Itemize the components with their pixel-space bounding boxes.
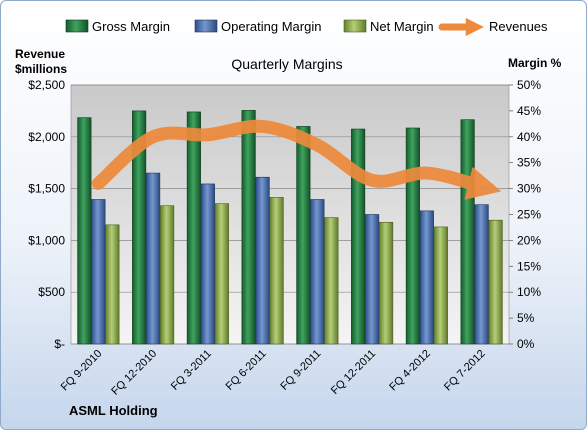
left-axis-label-line2: $millions xyxy=(15,62,67,76)
legend-label-net-margin: Net Margin xyxy=(370,19,434,34)
bar-gross-margin xyxy=(351,128,366,345)
right-tick-label: 50% xyxy=(517,78,541,92)
legend-label-gross-margin: Gross Margin xyxy=(92,19,170,34)
bar-operating-margin xyxy=(419,210,434,345)
right-tick-label: 0% xyxy=(517,337,535,351)
bar-net-margin xyxy=(433,226,448,345)
bar-gross-margin xyxy=(405,127,420,345)
left-tick-label: $1,000 xyxy=(28,233,65,247)
legend: Gross Margin Operating Margin Net Margin… xyxy=(65,17,548,37)
bar-operating-margin xyxy=(474,204,489,345)
bar-gross-margin xyxy=(460,119,475,345)
bar-operating-margin xyxy=(365,214,380,345)
left-tick-label: $1,500 xyxy=(28,182,65,196)
bar-net-margin xyxy=(160,205,175,345)
x-tick-label: FQ 3-2011 xyxy=(169,348,214,393)
right-tick-label: 20% xyxy=(517,233,541,247)
x-tick-label: FQ 9-2010 xyxy=(59,348,105,394)
revenue-line-layer xyxy=(91,119,502,200)
bar-net-margin xyxy=(105,224,120,345)
left-tick-label: $2,500 xyxy=(28,78,65,92)
bar-gross-margin xyxy=(186,111,201,345)
bar-gross-margin xyxy=(296,126,311,345)
bar-net-margin xyxy=(379,221,394,345)
bar-net-margin xyxy=(214,203,229,345)
legend-label-operating-margin: Operating Margin xyxy=(221,19,321,34)
right-tick-label: 40% xyxy=(517,130,541,144)
x-axis: FQ 9-2010 FQ 12-2010 FQ 3-2011 FQ 6-2011 FQ … xyxy=(59,348,488,398)
legend-swatch-net-margin xyxy=(343,19,367,33)
x-tick-label: FQ 12-2010 xyxy=(109,348,159,398)
legend-swatch-operating-margin xyxy=(194,19,218,33)
left-tick-label: $- xyxy=(54,337,65,351)
left-axis-label-line1: Revenue xyxy=(15,47,65,61)
right-tick-label: 25% xyxy=(517,208,541,222)
bar-operating-margin xyxy=(146,172,161,345)
right-tick-label: 10% xyxy=(517,285,541,299)
right-tick-label: 45% xyxy=(517,104,541,118)
revenue-line xyxy=(91,119,502,200)
left-tick-label: $2,000 xyxy=(28,130,65,144)
right-tick-label: 35% xyxy=(517,156,541,170)
right-tick-label: 5% xyxy=(517,311,535,325)
bar-gross-margin xyxy=(132,110,147,345)
x-tick-label: FQ 4-2012 xyxy=(387,348,433,394)
x-tick-label: FQ 9-2011 xyxy=(278,348,323,393)
right-axis-label: Margin % xyxy=(508,56,562,70)
bar-operating-margin xyxy=(200,183,215,345)
right-tick-label: 30% xyxy=(517,182,541,196)
bar-net-margin xyxy=(488,219,503,345)
bar-net-margin xyxy=(269,197,284,345)
left-tick-label: $500 xyxy=(38,285,65,299)
bar-gross-margin xyxy=(241,110,256,345)
chart-title: Quarterly Margins xyxy=(231,56,342,72)
bar-operating-margin xyxy=(310,199,325,345)
bar-net-margin xyxy=(324,217,339,345)
bars-layer xyxy=(77,110,503,345)
company-label: ASML Holding xyxy=(69,403,158,418)
right-axis: 0% 5% 10% 15% 20% 25% 30% 35% 40% 45% 50% xyxy=(509,78,541,351)
x-tick-label: FQ 6-2011 xyxy=(224,348,269,393)
bar-gross-margin xyxy=(77,117,92,345)
x-tick-label: FQ 7-2012 xyxy=(442,348,488,394)
left-axis: $- $500 $1,000 $1,500 $2,000 $2,500 xyxy=(28,78,65,351)
bar-operating-margin xyxy=(255,176,270,345)
right-tick-label: 15% xyxy=(517,259,541,273)
bar-operating-margin xyxy=(91,199,106,345)
legend-swatch-gross-margin xyxy=(65,19,89,33)
x-tick-label: FQ 12-2011 xyxy=(329,348,378,397)
legend-label-revenues: Revenues xyxy=(489,19,548,34)
